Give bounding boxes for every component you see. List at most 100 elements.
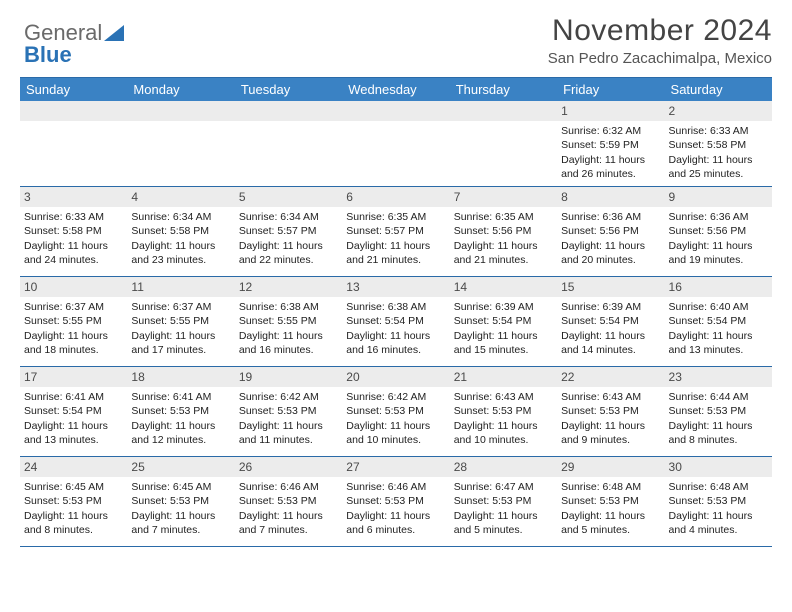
sunrise-line: Sunrise: 6:47 AM xyxy=(454,480,553,494)
sunrise-line: Sunrise: 6:33 AM xyxy=(669,124,768,138)
sunrise-line: Sunrise: 6:45 AM xyxy=(131,480,230,494)
sunset-line: Sunset: 5:54 PM xyxy=(669,314,768,328)
day-number: 18 xyxy=(127,367,234,387)
daylight-line: Daylight: 11 hours and 16 minutes. xyxy=(346,329,445,357)
day-cell: 16Sunrise: 6:40 AMSunset: 5:54 PMDayligh… xyxy=(665,277,772,366)
sunrise-line: Sunrise: 6:39 AM xyxy=(561,300,660,314)
weekday-header-row: SundayMondayTuesdayWednesdayThursdayFrid… xyxy=(20,77,772,101)
day-content: Sunrise: 6:35 AMSunset: 5:57 PMDaylight:… xyxy=(346,209,445,267)
daylight-line: Daylight: 11 hours and 18 minutes. xyxy=(24,329,123,357)
day-cell: 28Sunrise: 6:47 AMSunset: 5:53 PMDayligh… xyxy=(450,457,557,546)
day-cell: 15Sunrise: 6:39 AMSunset: 5:54 PMDayligh… xyxy=(557,277,664,366)
day-number: 22 xyxy=(557,367,664,387)
day-number: 8 xyxy=(557,187,664,207)
sunset-line: Sunset: 5:53 PM xyxy=(239,494,338,508)
day-cell: 2Sunrise: 6:33 AMSunset: 5:58 PMDaylight… xyxy=(665,101,772,186)
day-content: Sunrise: 6:45 AMSunset: 5:53 PMDaylight:… xyxy=(131,479,230,537)
day-cell xyxy=(450,101,557,186)
sunrise-line: Sunrise: 6:37 AM xyxy=(24,300,123,314)
sunrise-line: Sunrise: 6:46 AM xyxy=(346,480,445,494)
day-content: Sunrise: 6:37 AMSunset: 5:55 PMDaylight:… xyxy=(131,299,230,357)
day-cell: 5Sunrise: 6:34 AMSunset: 5:57 PMDaylight… xyxy=(235,187,342,276)
day-number xyxy=(235,101,342,121)
sunrise-line: Sunrise: 6:44 AM xyxy=(669,390,768,404)
day-content: Sunrise: 6:47 AMSunset: 5:53 PMDaylight:… xyxy=(454,479,553,537)
day-content: Sunrise: 6:36 AMSunset: 5:56 PMDaylight:… xyxy=(561,209,660,267)
day-content: Sunrise: 6:35 AMSunset: 5:56 PMDaylight:… xyxy=(454,209,553,267)
day-cell: 21Sunrise: 6:43 AMSunset: 5:53 PMDayligh… xyxy=(450,367,557,456)
day-cell: 24Sunrise: 6:45 AMSunset: 5:53 PMDayligh… xyxy=(20,457,127,546)
week-row: 24Sunrise: 6:45 AMSunset: 5:53 PMDayligh… xyxy=(20,457,772,547)
day-content: Sunrise: 6:41 AMSunset: 5:53 PMDaylight:… xyxy=(131,389,230,447)
day-content: Sunrise: 6:41 AMSunset: 5:54 PMDaylight:… xyxy=(24,389,123,447)
daylight-line: Daylight: 11 hours and 21 minutes. xyxy=(454,239,553,267)
day-cell: 14Sunrise: 6:39 AMSunset: 5:54 PMDayligh… xyxy=(450,277,557,366)
day-content: Sunrise: 6:37 AMSunset: 5:55 PMDaylight:… xyxy=(24,299,123,357)
day-content: Sunrise: 6:45 AMSunset: 5:53 PMDaylight:… xyxy=(24,479,123,537)
weekday-header: Monday xyxy=(127,78,234,101)
day-number: 1 xyxy=(557,101,664,121)
sunrise-line: Sunrise: 6:35 AM xyxy=(454,210,553,224)
week-row: 1Sunrise: 6:32 AMSunset: 5:59 PMDaylight… xyxy=(20,101,772,187)
day-number xyxy=(450,101,557,121)
calendar: SundayMondayTuesdayWednesdayThursdayFrid… xyxy=(20,77,772,547)
sunrise-line: Sunrise: 6:33 AM xyxy=(24,210,123,224)
week-row: 3Sunrise: 6:33 AMSunset: 5:58 PMDaylight… xyxy=(20,187,772,277)
day-content: Sunrise: 6:48 AMSunset: 5:53 PMDaylight:… xyxy=(669,479,768,537)
day-number: 26 xyxy=(235,457,342,477)
sunrise-line: Sunrise: 6:48 AM xyxy=(669,480,768,494)
sunrise-line: Sunrise: 6:39 AM xyxy=(454,300,553,314)
daylight-line: Daylight: 11 hours and 10 minutes. xyxy=(346,419,445,447)
day-content: Sunrise: 6:34 AMSunset: 5:58 PMDaylight:… xyxy=(131,209,230,267)
day-content: Sunrise: 6:42 AMSunset: 5:53 PMDaylight:… xyxy=(346,389,445,447)
daylight-line: Daylight: 11 hours and 26 minutes. xyxy=(561,153,660,181)
daylight-line: Daylight: 11 hours and 7 minutes. xyxy=(239,509,338,537)
day-cell: 18Sunrise: 6:41 AMSunset: 5:53 PMDayligh… xyxy=(127,367,234,456)
sunset-line: Sunset: 5:55 PM xyxy=(239,314,338,328)
sunset-line: Sunset: 5:55 PM xyxy=(131,314,230,328)
day-number: 2 xyxy=(665,101,772,121)
weekday-header: Saturday xyxy=(665,78,772,101)
sunset-line: Sunset: 5:55 PM xyxy=(24,314,123,328)
sunset-line: Sunset: 5:53 PM xyxy=(346,494,445,508)
sunrise-line: Sunrise: 6:34 AM xyxy=(239,210,338,224)
sunset-line: Sunset: 5:56 PM xyxy=(669,224,768,238)
day-cell: 7Sunrise: 6:35 AMSunset: 5:56 PMDaylight… xyxy=(450,187,557,276)
daylight-line: Daylight: 11 hours and 16 minutes. xyxy=(239,329,338,357)
daylight-line: Daylight: 11 hours and 15 minutes. xyxy=(454,329,553,357)
weekday-header: Sunday xyxy=(20,78,127,101)
sunset-line: Sunset: 5:53 PM xyxy=(346,404,445,418)
day-number: 10 xyxy=(20,277,127,297)
sunrise-line: Sunrise: 6:42 AM xyxy=(346,390,445,404)
day-content: Sunrise: 6:33 AMSunset: 5:58 PMDaylight:… xyxy=(669,123,768,181)
day-number: 20 xyxy=(342,367,449,387)
week-row: 17Sunrise: 6:41 AMSunset: 5:54 PMDayligh… xyxy=(20,367,772,457)
day-cell: 11Sunrise: 6:37 AMSunset: 5:55 PMDayligh… xyxy=(127,277,234,366)
sunrise-line: Sunrise: 6:40 AM xyxy=(669,300,768,314)
day-number xyxy=(20,101,127,121)
sunset-line: Sunset: 5:59 PM xyxy=(561,138,660,152)
daylight-line: Daylight: 11 hours and 5 minutes. xyxy=(561,509,660,537)
day-number: 12 xyxy=(235,277,342,297)
day-content: Sunrise: 6:39 AMSunset: 5:54 PMDaylight:… xyxy=(561,299,660,357)
day-content: Sunrise: 6:34 AMSunset: 5:57 PMDaylight:… xyxy=(239,209,338,267)
day-cell: 10Sunrise: 6:37 AMSunset: 5:55 PMDayligh… xyxy=(20,277,127,366)
sunrise-line: Sunrise: 6:37 AM xyxy=(131,300,230,314)
day-content: Sunrise: 6:43 AMSunset: 5:53 PMDaylight:… xyxy=(454,389,553,447)
daylight-line: Daylight: 11 hours and 8 minutes. xyxy=(24,509,123,537)
page-title: November 2024 xyxy=(20,14,772,48)
sunset-line: Sunset: 5:54 PM xyxy=(561,314,660,328)
sunrise-line: Sunrise: 6:35 AM xyxy=(346,210,445,224)
sunset-line: Sunset: 5:53 PM xyxy=(561,494,660,508)
logo-text-2: Blue xyxy=(24,42,72,67)
daylight-line: Daylight: 11 hours and 13 minutes. xyxy=(24,419,123,447)
sunset-line: Sunset: 5:54 PM xyxy=(346,314,445,328)
day-number: 27 xyxy=(342,457,449,477)
day-cell: 9Sunrise: 6:36 AMSunset: 5:56 PMDaylight… xyxy=(665,187,772,276)
sunrise-line: Sunrise: 6:38 AM xyxy=(346,300,445,314)
daylight-line: Daylight: 11 hours and 19 minutes. xyxy=(669,239,768,267)
day-number: 9 xyxy=(665,187,772,207)
day-content: Sunrise: 6:33 AMSunset: 5:58 PMDaylight:… xyxy=(24,209,123,267)
sunrise-line: Sunrise: 6:46 AM xyxy=(239,480,338,494)
daylight-line: Daylight: 11 hours and 20 minutes. xyxy=(561,239,660,267)
